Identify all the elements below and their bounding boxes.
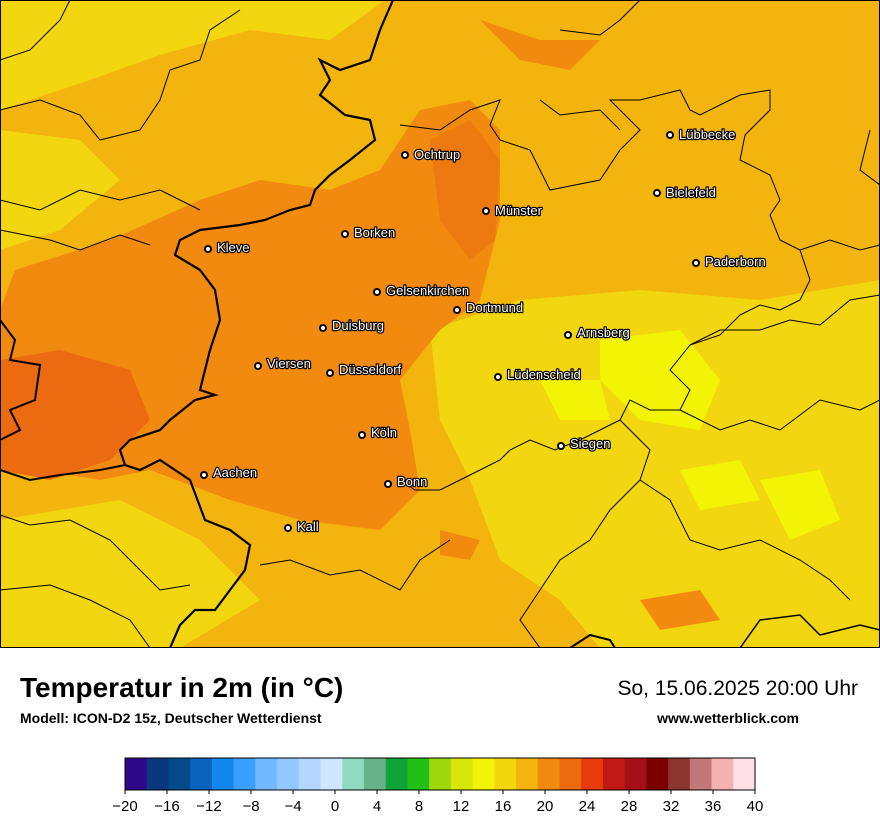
city-dortmund: Dortmund — [453, 299, 524, 316]
svg-text:Viersen: Viersen — [267, 356, 311, 371]
city-ochtrup: Ochtrup — [401, 146, 461, 163]
legend-swatch — [472, 758, 495, 790]
city-koeln: Köln — [358, 424, 398, 441]
legend-tick-label: 16 — [495, 798, 512, 815]
city-luedenscheid: Lüdenscheid — [494, 366, 582, 383]
svg-text:Kall: Kall — [297, 519, 319, 534]
city-aachen: Aachen — [200, 464, 258, 481]
legend-swatch — [277, 758, 300, 790]
legend-tick-label: 40 — [747, 798, 764, 815]
svg-text:Dortmund: Dortmund — [466, 300, 523, 315]
city-siegen: Siegen — [557, 435, 612, 452]
forecast-datetime: So, 15.06.2025 20:00 Uhr — [617, 677, 858, 700]
legend-swatch — [581, 758, 604, 790]
legend-swatch — [385, 758, 408, 790]
svg-text:Köln: Köln — [371, 425, 397, 440]
svg-text:Kleve: Kleve — [217, 240, 250, 255]
legend-tick-label: −4 — [284, 798, 301, 815]
legend-swatch — [516, 758, 539, 790]
legend-swatch — [668, 758, 691, 790]
legend-tick-label: 8 — [415, 798, 423, 815]
map-title: Temperatur in 2m (in °C) — [20, 672, 344, 703]
warm-areas — [0, 20, 720, 630]
legend-swatch — [407, 758, 430, 790]
legend-swatch — [494, 758, 517, 790]
city-gelsenkirchen: Gelsenkirchen — [373, 282, 470, 299]
legend-swatch — [255, 758, 278, 790]
legend-ticks: −20 −16 −12 −8 −4 0 4 8 12 16 20 24 28 32 36 40 — [112, 790, 763, 815]
legend-swatch — [450, 758, 474, 790]
legend-tick-label: −16 — [154, 798, 179, 815]
svg-text:Bonn: Bonn — [397, 474, 427, 489]
legend-swatch — [190, 758, 213, 790]
legend-swatch — [125, 758, 148, 790]
legend-swatch — [646, 758, 669, 790]
city-kleve: Kleve — [204, 239, 251, 256]
legend-swatch — [320, 758, 343, 790]
legend-frame — [124, 757, 756, 791]
city-luebbecke: Lübbecke — [666, 126, 737, 143]
legend-swatch — [146, 758, 169, 790]
svg-text:Arnsberg: Arnsberg — [577, 325, 630, 340]
svg-text:Aachen: Aachen — [213, 465, 257, 480]
city-kall: Kall — [284, 518, 320, 535]
legend-swatch — [733, 758, 756, 790]
svg-text:Ochtrup: Ochtrup — [414, 147, 460, 162]
legend-tick-label: −8 — [242, 798, 259, 815]
legend-tick-label: 24 — [579, 798, 596, 815]
legend-tick-label: 12 — [453, 798, 470, 815]
color-legend: −20 −16 −12 −8 −4 0 4 8 12 16 20 24 28 32 36 40 — [112, 757, 763, 815]
svg-text:Gelsenkirchen: Gelsenkirchen — [386, 283, 469, 298]
legend-swatch — [711, 758, 734, 790]
legend-swatch — [363, 758, 387, 790]
city-paderborn: Paderborn — [692, 253, 767, 270]
legend-swatch — [602, 758, 626, 790]
city-muenster: Münster — [482, 202, 544, 219]
legend-tick-label: 4 — [373, 798, 381, 815]
legend-swatch — [168, 758, 191, 790]
svg-text:Borken: Borken — [354, 225, 395, 240]
svg-text:Paderborn: Paderborn — [705, 254, 766, 269]
city-duisburg: Duisburg — [319, 317, 385, 334]
legend-tick-label: 32 — [663, 798, 680, 815]
website-link[interactable]: www.wetterblick.com — [657, 710, 799, 726]
city-markers: Lübbecke Ochtrup Bielefeld Münster Borke… — [200, 126, 767, 535]
legend-swatch — [429, 758, 452, 790]
model-info: Modell: ICON-D2 15z, Deutscher Wetterdie… — [20, 710, 322, 726]
legend-swatches — [125, 758, 756, 790]
svg-text:Duisburg: Duisburg — [332, 318, 384, 333]
legend-tick-label: 0 — [331, 798, 339, 815]
svg-text:Siegen: Siegen — [570, 436, 610, 451]
legend-swatch — [624, 758, 647, 790]
legend-swatch — [298, 758, 322, 790]
city-duesseldorf: Düsseldorf — [326, 361, 403, 378]
legend-tick-label: −12 — [196, 798, 221, 815]
legend-tick-label: −20 — [112, 798, 137, 815]
legend-tick-label: 36 — [705, 798, 722, 815]
legend-swatch — [537, 758, 560, 790]
borders — [0, 0, 880, 648]
legend-swatch — [233, 758, 256, 790]
svg-text:Bielefeld: Bielefeld — [666, 185, 716, 200]
temperature-map: Lübbecke Ochtrup Bielefeld Münster Borke… — [0, 0, 880, 648]
city-bielefeld: Bielefeld — [653, 184, 717, 201]
city-borken: Borken — [341, 224, 396, 241]
svg-text:Münster: Münster — [495, 203, 543, 218]
legend-tick-label: 28 — [621, 798, 638, 815]
legend-swatch — [211, 758, 235, 790]
city-arnsberg: Arnsberg — [564, 324, 631, 341]
legend-swatch — [689, 758, 713, 790]
legend-swatch — [559, 758, 582, 790]
legend-tick-label: 20 — [537, 798, 554, 815]
svg-text:Lübbecke: Lübbecke — [679, 127, 735, 142]
city-bonn: Bonn — [384, 473, 429, 490]
svg-text:Düsseldorf: Düsseldorf — [339, 362, 402, 377]
legend-swatch — [342, 758, 365, 790]
city-viersen: Viersen — [254, 355, 312, 372]
svg-text:Lüdenscheid: Lüdenscheid — [507, 367, 581, 382]
